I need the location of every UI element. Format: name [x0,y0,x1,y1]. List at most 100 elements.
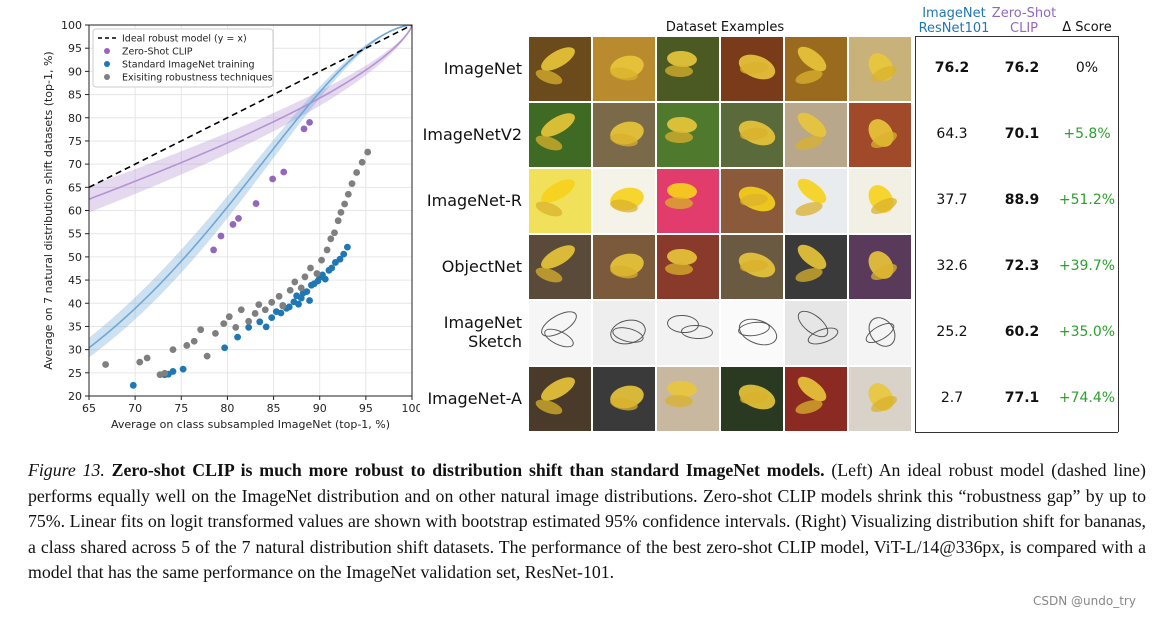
dataset-label-line: ImageNetV2 [422,125,522,144]
clip-confidence-band [89,25,412,213]
delta-score: 0% [1075,60,1099,76]
x-tick-label: 90 [313,402,327,415]
dataset-example-thumbnail [785,103,847,167]
series-1-point [210,246,217,254]
chart-lines [89,25,412,349]
series-1-point [280,168,288,176]
series-3-point [341,200,349,208]
y-tick-label: 70 [68,158,82,171]
dataset-row-label: ImageNet-A [420,389,522,408]
x-tick-label: 75 [174,402,188,415]
banana-shape [533,132,565,154]
y-tick-label: 95 [68,42,82,55]
series-2-point [234,333,241,341]
score-table-bottom-border [915,432,1118,433]
clip-column-header: Zero-Shot CLIP [988,6,1060,36]
resnet-header-line2: ResNet101 [918,21,990,36]
x-axis-label: Average on class subsampled ImageNet (to… [111,418,390,431]
dataset-row-label: ImageNet [420,59,522,78]
dataset-example-thumbnail [721,37,783,101]
series-3-point [275,292,283,300]
figure-label: Figure 13. [28,460,105,480]
series-3-point [169,346,177,354]
series-3-point [348,180,356,188]
resnet-score: 32.6 [936,258,968,274]
series-2-point [297,294,305,302]
banana-shape [664,394,694,408]
chart-points [102,118,372,389]
y-tick-label: 45 [68,274,82,287]
dataset-example-thumbnail [785,301,847,365]
x-tick-label: 100 [402,402,421,415]
series-2-point [344,243,351,251]
series-2-point [285,303,293,311]
dataset-example-thumbnail [657,37,719,101]
resnet-header-line1: ImageNet [922,6,986,21]
y-axis-label: Average on 7 natural distribution shift … [42,51,55,369]
dataset-label-line: ObjectNet [441,257,522,276]
legend-point-swatch [104,48,110,54]
y-tick-label: 35 [68,320,82,333]
dataset-row-label: ImageNet-R [420,191,522,210]
series-3-point [291,278,299,286]
series-2-point [321,275,329,283]
series-2-point [245,323,253,331]
dataset-example-thumbnail [849,235,911,299]
dataset-example-thumbnail [593,235,655,299]
legend-label: Standard ImageNet training [122,60,255,71]
dataset-example-thumbnail [785,367,847,431]
clip-score: 76.2 [1004,60,1040,76]
chart-ticks: 65 70 75 80 85 90 95 100 20 25 30 35 40 45 50 55 60 65 70 7… [61,19,420,415]
robustness-scatter-chart: 65 70 75 80 85 90 95 100 20 25 30 35 40 45 50 55 60 65 70 7… [42,19,420,431]
y-tick-label: 75 [68,135,82,148]
series-2-point [169,368,177,375]
series-3-point [245,317,253,325]
dataset-example-thumbnail [593,367,655,431]
legend-label: Ideal robust model (y = x) [122,34,247,45]
y-tick-label: 90 [68,65,82,78]
dataset-example-thumbnail [849,37,911,101]
dataset-example-thumbnail [849,103,911,167]
series-3-point [327,235,335,243]
resnet-score: 2.7 [940,390,964,406]
y-tick-label: 55 [68,228,82,241]
series-3-point [364,148,372,156]
dataset-example-thumbnail [721,103,783,167]
y-tick-label: 65 [68,181,82,194]
banana-shape [664,130,694,144]
delta-score: +35.0% [1058,324,1116,340]
series-3-point [353,169,361,176]
score-table-left-border [915,36,916,432]
series-2-point [129,381,137,389]
series-3-point [251,310,259,317]
resnet-score: 37.7 [936,192,968,208]
series-1-point [269,175,277,183]
chart-legend: Ideal robust model (y = x) Zero-Shot CLIP… [92,28,274,88]
resnet-column-header: ImageNet ResNet101 [918,6,990,36]
dataset-example-thumbnail [849,169,911,233]
series-3-point [232,323,240,331]
y-tick-label: 60 [68,205,82,218]
score-table-top-border [915,36,1118,37]
x-tick-label: 65 [82,402,96,415]
clip-score: 60.2 [1004,324,1040,340]
dataset-example-thumbnail [529,169,591,233]
banana-shape [533,66,565,88]
banana-shape [793,397,825,417]
series-3-point [225,313,233,321]
y-tick-label: 85 [68,89,82,102]
series-2-point [328,264,336,272]
clip-score: 72.3 [1004,258,1040,274]
clip-score: 70.1 [1004,126,1040,142]
series-3-point [237,306,245,314]
delta-score: +74.4% [1058,390,1116,406]
dataset-label-line: Sketch [468,332,522,351]
series-3-point [183,342,191,349]
series-3-point [212,329,219,337]
x-tick-label: 80 [220,402,234,415]
legend-point-swatch [104,61,110,67]
series-3-point [297,284,305,292]
x-tick-label: 95 [359,402,373,415]
dataset-example-thumbnail [785,37,847,101]
series-1-point [217,232,225,240]
